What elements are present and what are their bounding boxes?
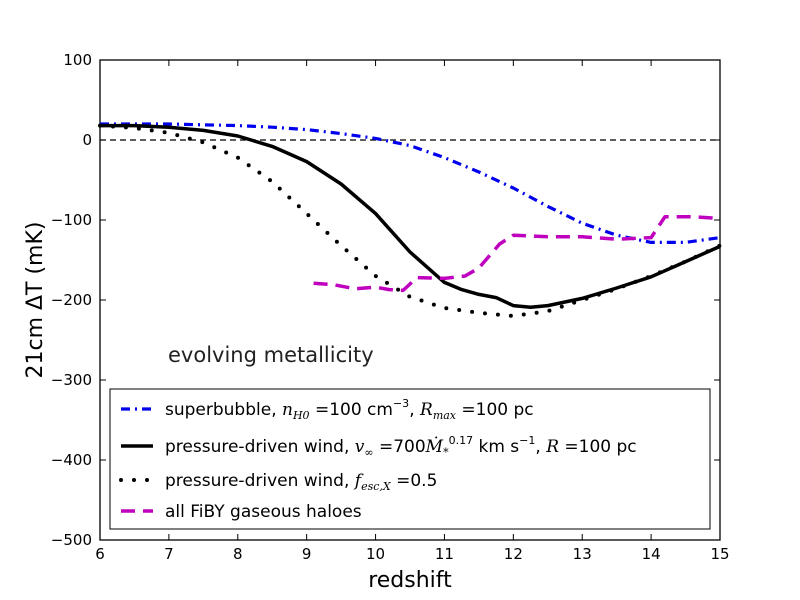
x-tick-label: 9 bbox=[302, 545, 312, 563]
y-tick-label: −400 bbox=[51, 451, 92, 469]
y-axis-label: 21cm ΔT (mK) bbox=[23, 221, 48, 378]
legend-label-2: pressure-driven wind, fesc,X =0.5 bbox=[165, 471, 437, 493]
annotation-text: evolving metallicity bbox=[168, 343, 374, 367]
x-tick-label: 12 bbox=[504, 545, 523, 563]
y-tick-label: −300 bbox=[51, 371, 92, 389]
series-line-0 bbox=[100, 122, 721, 244]
series-line-3 bbox=[313, 215, 721, 293]
axis-ticks: 6 7 8 9 10 11 12 13 14 15 100 0 −100 −200 −300 −400 −500 bbox=[51, 51, 730, 563]
legend-label-1: pressure-driven wind, v∞ =700Ṁ*0.17 km s… bbox=[165, 434, 637, 459]
series-line-1 bbox=[100, 123, 721, 309]
series-line-2 bbox=[98, 123, 722, 318]
x-tick-label: 13 bbox=[573, 545, 592, 563]
legend-label-0: superbubble, nH0 =100 cm−3, Rmax =100 pc bbox=[165, 397, 534, 422]
x-tick-label: 6 bbox=[95, 545, 105, 563]
series-layer bbox=[98, 122, 722, 318]
y-tick-label: −200 bbox=[51, 291, 92, 309]
x-tick-label: 11 bbox=[435, 545, 454, 563]
legend-label-3: all FiBY gaseous haloes bbox=[165, 502, 362, 522]
y-tick-label: −100 bbox=[51, 211, 92, 229]
legend-box bbox=[109, 388, 711, 530]
x-tick-label: 15 bbox=[710, 545, 729, 563]
legend: superbubble, nH0 =100 cm−3, Rmax =100 pc… bbox=[109, 388, 711, 530]
y-tick-label: 0 bbox=[82, 131, 92, 149]
legend-items: superbubble, nH0 =100 cm−3, Rmax =100 pc… bbox=[119, 397, 637, 522]
y-tick-label: 100 bbox=[63, 51, 92, 69]
y-tick-label: −500 bbox=[51, 531, 92, 549]
x-tick-label: 7 bbox=[164, 545, 174, 563]
x-tick-label: 10 bbox=[366, 545, 385, 563]
x-axis-label: redshift bbox=[368, 568, 452, 593]
x-tick-label: 14 bbox=[642, 545, 661, 563]
x-tick-label: 8 bbox=[233, 545, 243, 563]
